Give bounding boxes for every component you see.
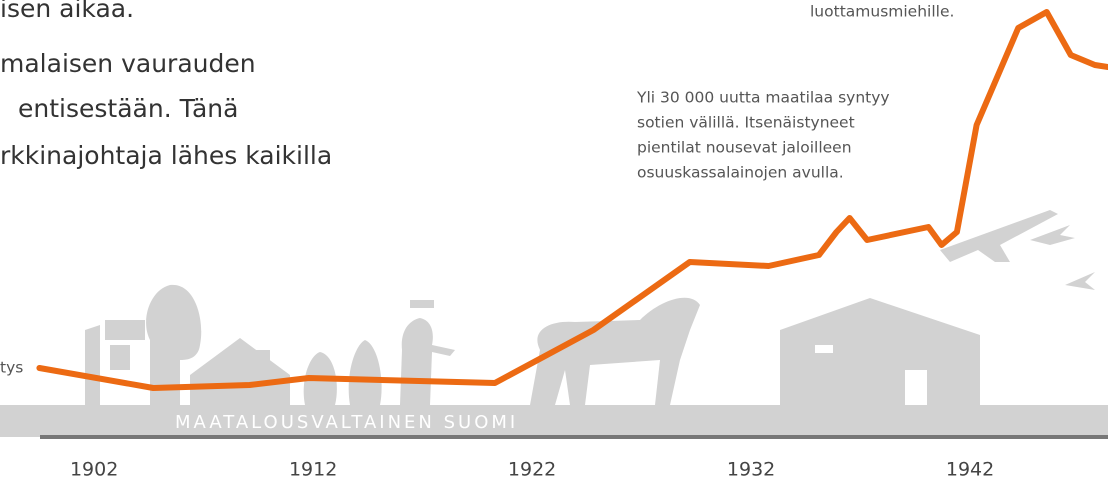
x-tick-label: 1932 [727,459,775,481]
ground [0,405,1108,437]
chart: isen aikaa. malaisen vaurauden entisestään… [0,0,1108,483]
intro-text: isen aikaa. malaisen vaurauden entisestään… [0,0,332,170]
sheaves [304,340,382,405]
top-note: luottamusmiehille. [810,3,954,21]
window [815,345,833,353]
annotation-line: osuuskassalainojen avulla. [637,164,844,182]
x-tick-label: 1912 [289,459,337,481]
x-tick-label: 1942 [946,459,994,481]
annotation: Yli 30 000 uutta maatilaa syntyy sotien v… [636,89,890,182]
annotation-line: pientilat nousevat jaloilleen [637,139,852,157]
intro-line: isen aikaa. [0,0,134,23]
intro-line: entisestään. Tänä [18,94,238,123]
start-label: tys [0,359,23,377]
era-label: MAATALOUSVALTAINEN SUOMI [175,412,518,433]
cottage [190,338,290,405]
x-tick-label: 1902 [70,459,118,481]
axis-line [40,435,1108,439]
farmhouse [780,298,980,405]
well [85,320,145,405]
annotation-line: sotien välillä. Itsenäistyneet [637,114,855,132]
planes-small [1030,225,1095,290]
intro-line: malaisen vaurauden [0,49,256,78]
x-tick-label: 1922 [508,459,556,481]
intro-line: rkkinajohtaja lähes kaikilla [0,141,332,170]
door [905,370,927,405]
annotation-line: Yli 30 000 uutta maatilaa syntyy [636,89,890,107]
farmer [400,300,455,405]
